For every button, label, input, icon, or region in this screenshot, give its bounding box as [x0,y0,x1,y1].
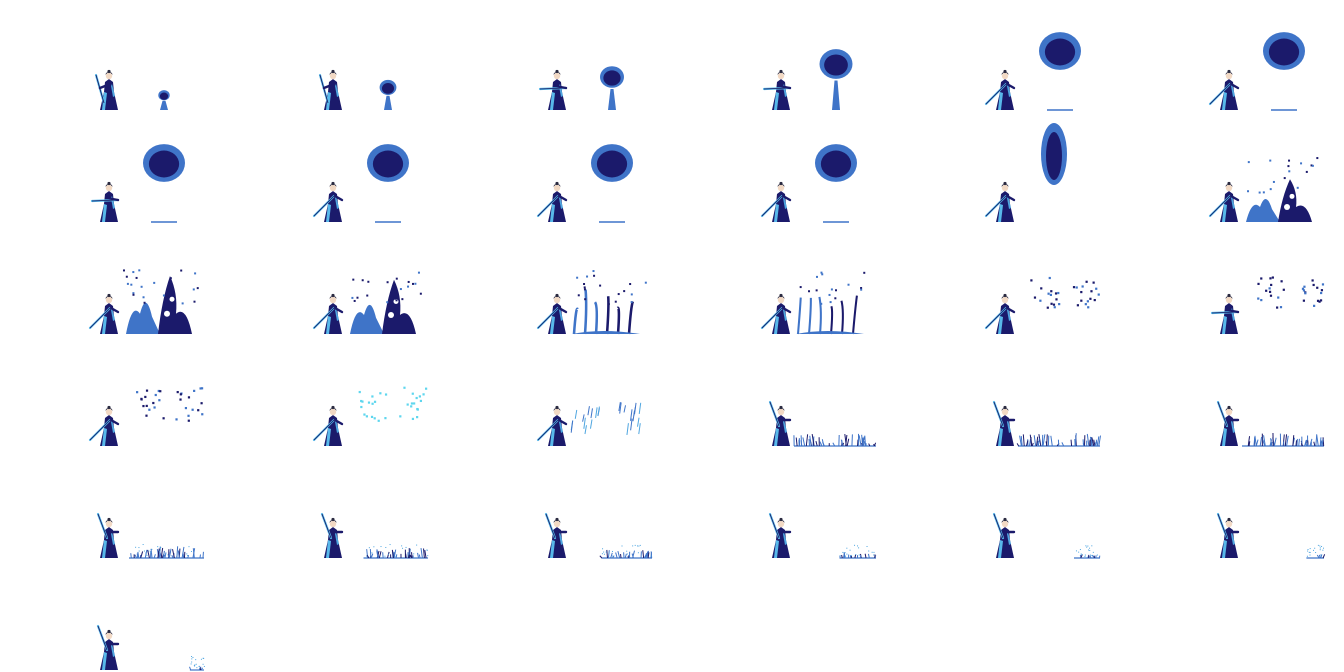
water-grass-field [1242,433,1325,447]
mage-sprite [538,69,568,110]
water-orb [143,144,185,223]
sprite-frame [312,271,422,334]
water-orb [815,144,857,223]
sprite-frame [88,387,204,446]
water-grass-field [129,544,204,559]
mage-sprite [984,181,1016,222]
water-splash [796,271,866,335]
sprite-frame [318,69,397,110]
mage-sprite [88,405,120,446]
mage-sprite [312,405,344,446]
sprite-frame [768,400,877,447]
sprite-frame [538,66,624,110]
mage-sprite [96,624,120,670]
mage-sprite [320,512,344,558]
sprite-frame [96,512,204,559]
sprite-frame [320,512,429,559]
mage-sprite [318,69,342,110]
mage-sprite [1208,181,1240,222]
sprite-frame [96,624,205,671]
sprite-frame [1216,400,1325,447]
sprite-frame [1208,32,1305,111]
water-grass-field [1016,433,1101,447]
mage-sprite [760,181,792,222]
water-grass-field [839,544,877,559]
water-orb [379,79,397,110]
water-orb [1039,32,1081,111]
mage-sprite [768,400,792,446]
mage-sprite [536,405,568,446]
water-orb [819,49,853,110]
mage-sprite [1210,293,1240,334]
mage-sprite [88,293,120,334]
water-grass-field [1306,544,1326,559]
water-droplets [136,387,204,422]
water-orb [600,66,624,110]
sprite-frame [984,123,1067,222]
water-orb [367,144,409,223]
mage-sprite [312,293,344,334]
mage-sprite [94,69,118,110]
water-droplets [1257,276,1325,309]
sprite-frame [992,400,1101,447]
water-splash [350,271,422,334]
water-splash [572,270,647,335]
water-splash [1246,157,1319,222]
water-orb [1263,32,1305,111]
sprite-frame [1208,157,1319,222]
water-orb [591,144,633,223]
mage-sprite [768,512,792,558]
mage-sprite [760,293,792,334]
mage-sprite [536,293,568,334]
mage-sprite [984,293,1016,334]
water-droplets [358,386,428,422]
falling-rain-streaks [570,402,642,435]
sprite-frame [762,49,853,110]
sprite-frame [1216,512,1326,559]
sprite-frame [984,276,1100,334]
water-grass-field [599,544,653,559]
mage-sprite [544,512,568,558]
sprite-frame [536,270,647,335]
sprite-frame [760,271,866,335]
mage-sprite [1208,69,1240,110]
mage-sprite [992,400,1016,446]
mage-sprite [1216,400,1240,446]
water-grass-field [363,544,429,559]
water-orb [158,90,170,110]
sprite-frame [760,144,857,223]
sprite-frame [88,269,199,334]
sprite-frame [90,144,185,223]
sprite-frame [992,512,1101,559]
falling-water-column [1041,123,1067,185]
mage-sprite [312,181,344,222]
sprite-frame [768,512,877,559]
sprite-frame [312,386,428,446]
water-grass-field [189,656,205,671]
mage-sprite [992,512,1016,558]
water-grass-field [1074,545,1101,559]
sprite-frame [536,144,633,223]
mage-sprite [762,69,792,110]
sprite-frame [544,512,653,559]
sprite-frame [536,402,642,446]
sprite-frame [1210,276,1325,334]
water-grass-field [793,433,877,447]
mage-sprite [536,181,568,222]
water-splash [122,269,199,334]
water-droplets [1030,276,1100,309]
mage-sprite [984,69,1016,110]
sprite-frame [94,69,170,110]
mage-sprite [1216,512,1240,558]
mage-sprite [90,181,120,222]
sprite-frame [984,32,1081,111]
sprite-frame [312,144,409,223]
mage-sprite [96,512,120,558]
